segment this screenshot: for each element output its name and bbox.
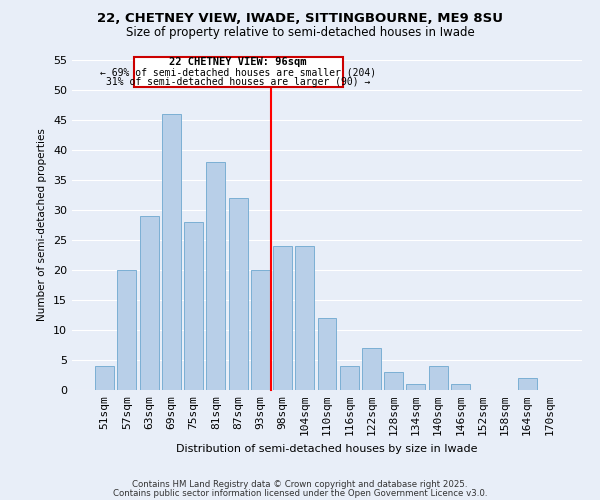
Bar [229, 198, 248, 390]
Text: 22, CHETNEY VIEW, IWADE, SITTINGBOURNE, ME9 8SU: 22, CHETNEY VIEW, IWADE, SITTINGBOURNE, … [97, 12, 503, 26]
Text: Contains HM Land Registry data © Crown copyright and database right 2025.: Contains HM Land Registry data © Crown c… [132, 480, 468, 489]
Bar [184, 222, 203, 390]
Bar [140, 216, 158, 390]
Bar [384, 372, 403, 390]
Bar [518, 378, 536, 390]
Text: ← 69% of semi-detached houses are smaller (204): ← 69% of semi-detached houses are smalle… [100, 68, 376, 78]
Bar [273, 246, 292, 390]
Text: Size of property relative to semi-detached houses in Iwade: Size of property relative to semi-detach… [125, 26, 475, 39]
Bar [118, 270, 136, 390]
Text: 31% of semi-detached houses are larger (90) →: 31% of semi-detached houses are larger (… [106, 77, 370, 87]
Bar [206, 162, 225, 390]
Bar [95, 366, 114, 390]
Bar [451, 384, 470, 390]
Bar [162, 114, 181, 390]
Y-axis label: Number of semi-detached properties: Number of semi-detached properties [37, 128, 47, 322]
Text: 22 CHETNEY VIEW: 96sqm: 22 CHETNEY VIEW: 96sqm [169, 58, 307, 68]
FancyBboxPatch shape [134, 57, 343, 87]
X-axis label: Distribution of semi-detached houses by size in Iwade: Distribution of semi-detached houses by … [176, 444, 478, 454]
Bar [362, 348, 381, 390]
Bar [317, 318, 337, 390]
Bar [295, 246, 314, 390]
Bar [429, 366, 448, 390]
Bar [251, 270, 270, 390]
Bar [406, 384, 425, 390]
Text: Contains public sector information licensed under the Open Government Licence v3: Contains public sector information licen… [113, 488, 487, 498]
Bar [340, 366, 359, 390]
